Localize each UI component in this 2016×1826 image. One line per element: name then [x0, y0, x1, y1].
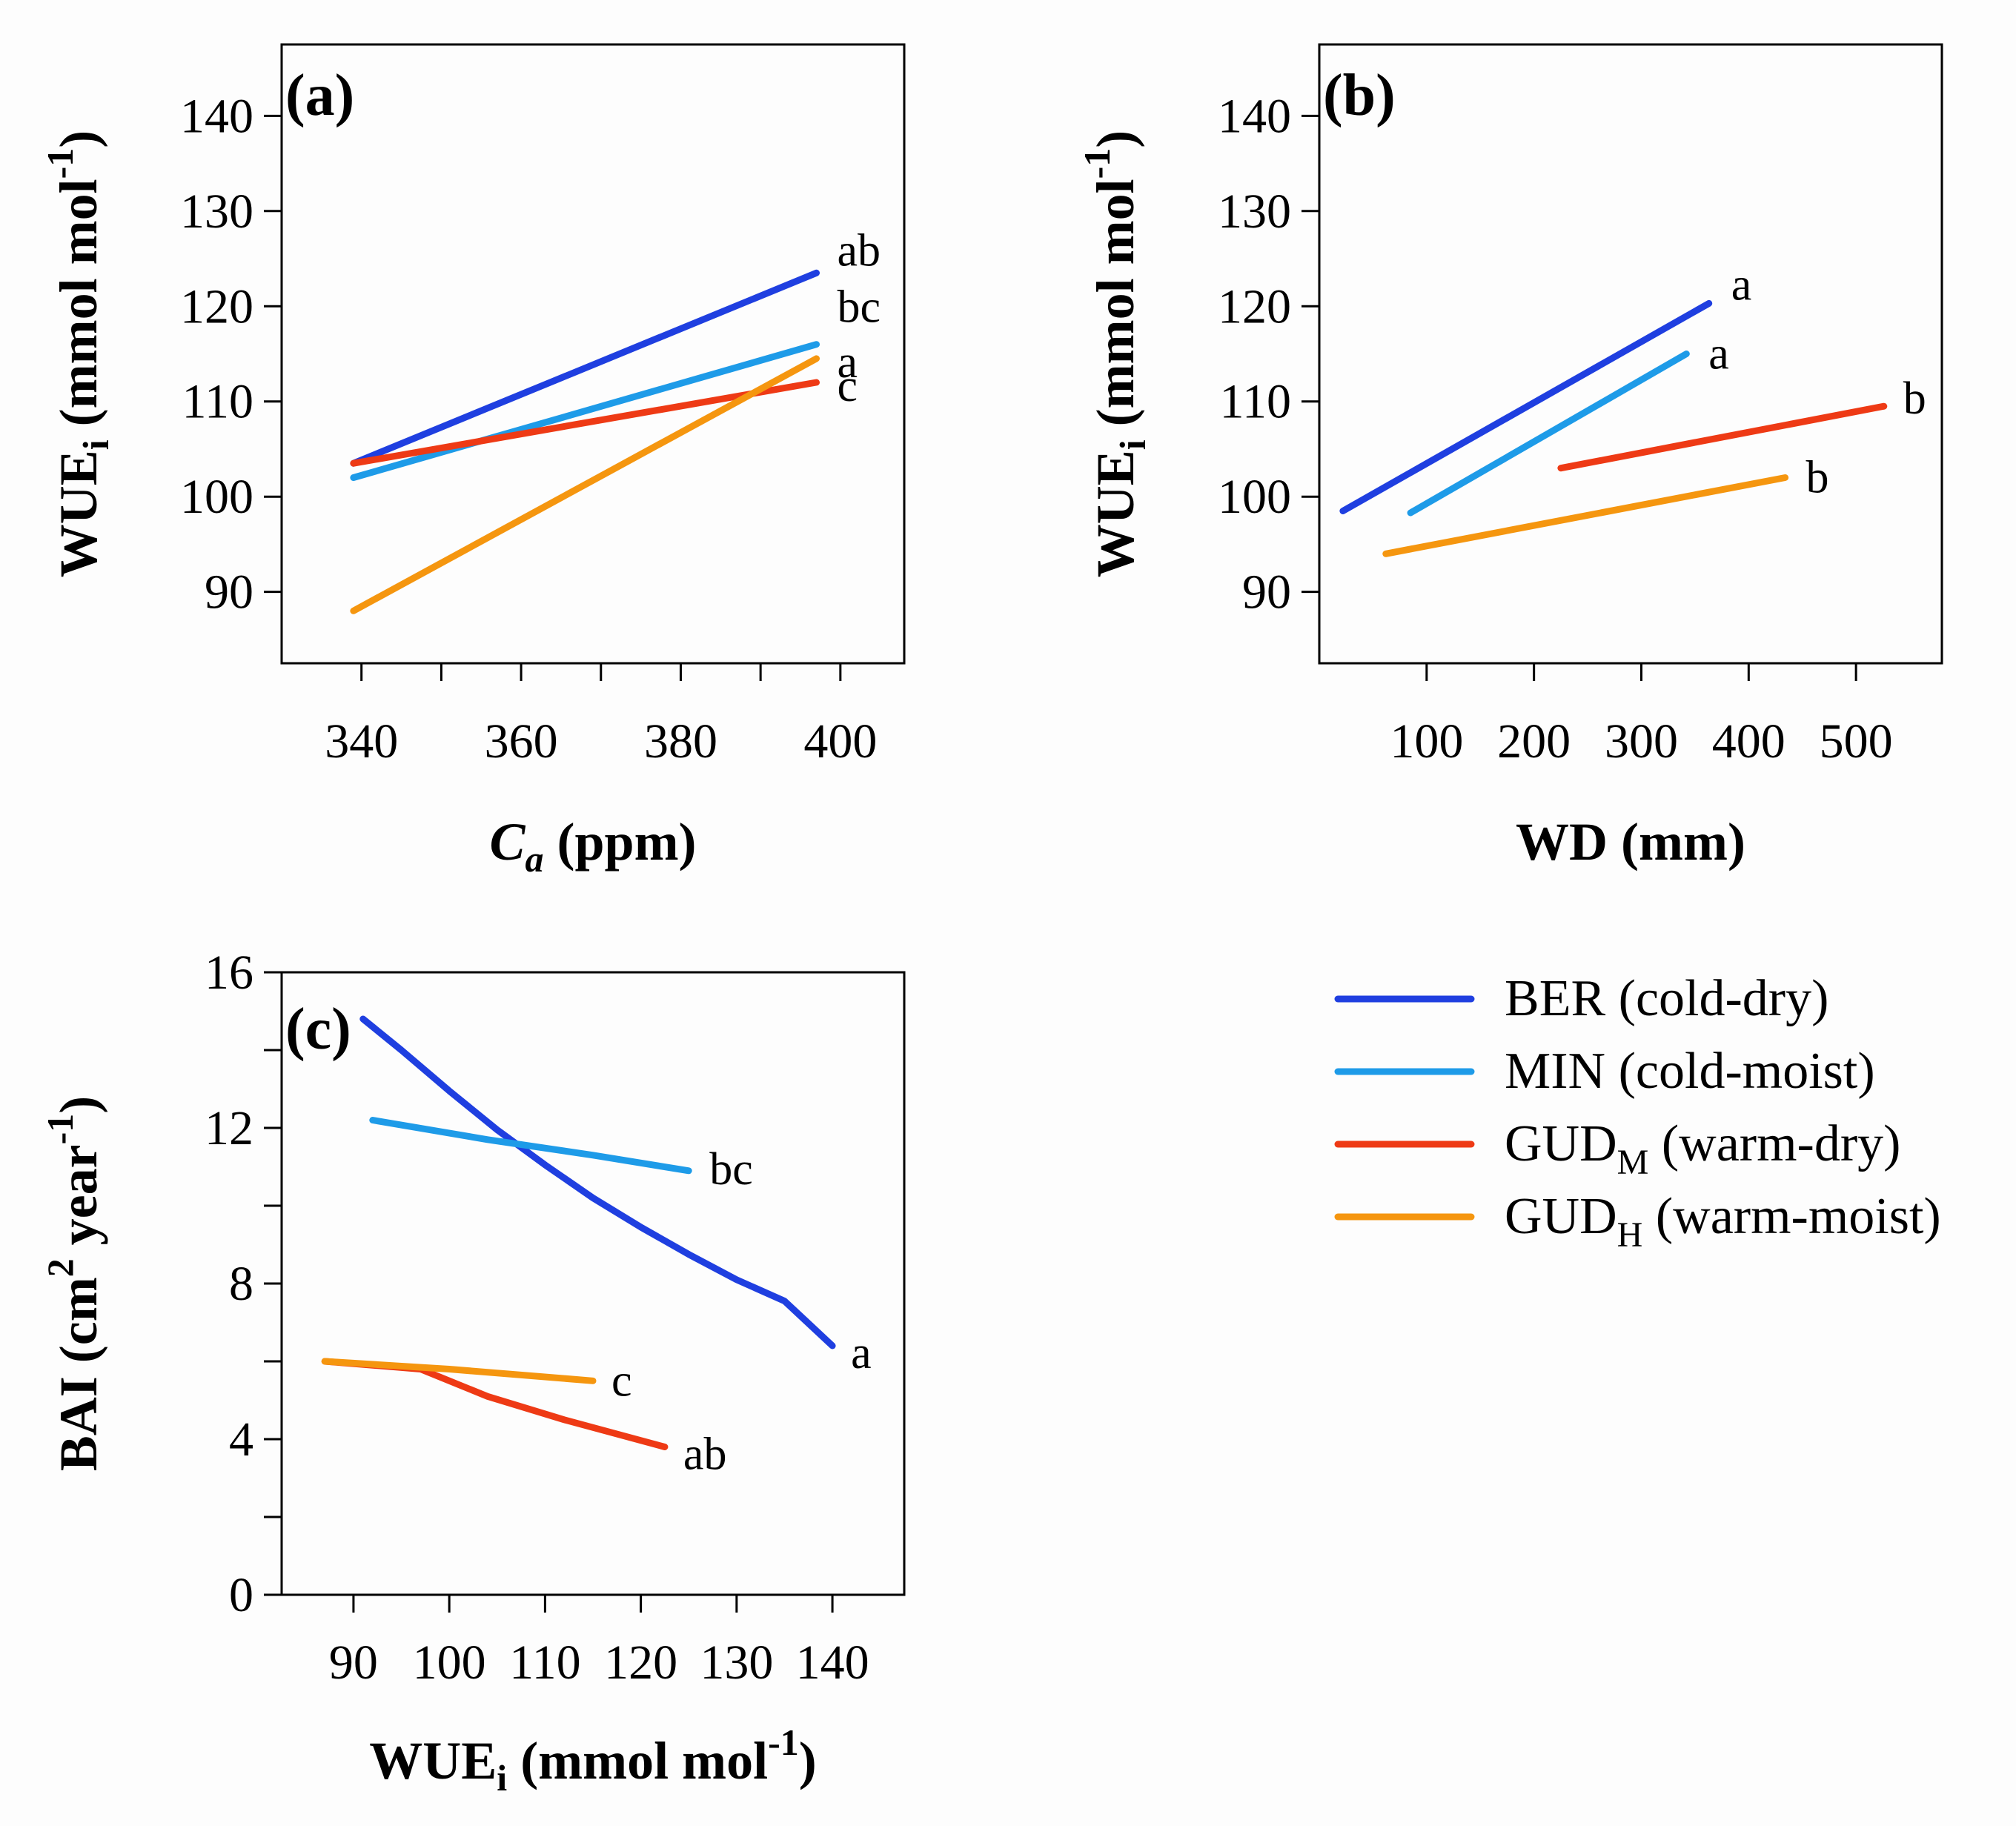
- y-tick-label: 140: [180, 89, 253, 143]
- series-line-ber: [1339, 299, 1713, 514]
- series-line-gudh: [1382, 474, 1789, 557]
- y-tick-label: 4: [229, 1412, 253, 1467]
- x-axis-title: WD (mm): [1516, 812, 1745, 872]
- significance-label: b: [1806, 453, 1829, 503]
- x-tick-label: 110: [509, 1636, 581, 1690]
- series-line-gudh: [321, 1358, 597, 1384]
- x-tick-label: 400: [803, 714, 877, 768]
- panel-c: 0 4 8 12 16 90 100 110 120 130 140 (c) WUEi (mmol mo…: [39, 946, 906, 1799]
- y-tick-label: 120: [180, 279, 253, 333]
- plot-frame: [280, 971, 906, 1596]
- x-tick-label: 140: [796, 1636, 869, 1690]
- plot-frame: [280, 43, 906, 665]
- x-axis-title: WUEi (mmol mol-1): [369, 1722, 817, 1799]
- y-tick-label: 110: [1219, 375, 1291, 429]
- significance-label: a: [838, 337, 858, 388]
- significance-label: b: [1903, 374, 1926, 424]
- series-line-ber: [359, 1015, 836, 1349]
- significance-label: bc: [709, 1144, 753, 1195]
- panel-label: (c): [285, 997, 351, 1062]
- x-tick-label: 130: [700, 1636, 773, 1690]
- y-tick-label: 100: [1218, 470, 1291, 524]
- significance-label: ab: [838, 225, 881, 276]
- y-axis-title: WUEi (mmol mol-1): [39, 130, 116, 578]
- x-tick-label: 120: [604, 1636, 677, 1690]
- legend-entry: MIN (cold-moist): [1505, 1043, 1875, 1100]
- series-line-gudh: [350, 355, 820, 614]
- panel-label: (b): [1323, 63, 1396, 128]
- panel-label: (a): [285, 63, 354, 128]
- panel-a: 90 100 110 120 130 140 340 360 380 400 (a) Ca (ppm)…: [39, 43, 906, 880]
- y-axis-title: WUEi (mmol mol-1): [1076, 130, 1153, 578]
- significance-label: c: [838, 361, 858, 411]
- series-line-ber: [350, 269, 820, 467]
- x-tick-label: 380: [644, 714, 717, 768]
- x-tick-label: 300: [1605, 714, 1678, 768]
- x-tick-label: 360: [485, 714, 558, 768]
- x-tick-label: 400: [1712, 714, 1785, 768]
- y-tick-label: 90: [205, 565, 253, 620]
- series-line-min: [369, 1117, 692, 1175]
- y-tick-label: 110: [182, 375, 253, 429]
- series-line-min: [350, 341, 820, 481]
- y-tick-label: 140: [1218, 89, 1291, 143]
- significance-label: ab: [683, 1430, 727, 1480]
- panel-b: 90 100 110 120 130 140 100 200 300 400 500 (b) WD (m…: [1076, 43, 1943, 872]
- x-tick-label: 200: [1497, 714, 1571, 768]
- x-tick-label: 90: [329, 1636, 378, 1690]
- significance-label: bc: [838, 282, 881, 333]
- y-tick-label: 8: [229, 1257, 253, 1311]
- y-tick-label: 130: [1218, 185, 1291, 239]
- y-axis-title: BAI (cm2 year-1): [39, 1096, 108, 1472]
- plot-frame: [1318, 43, 1943, 665]
- x-tick-label: 100: [1390, 714, 1463, 768]
- y-tick-label: 100: [180, 470, 253, 524]
- y-tick-label: 16: [205, 946, 253, 1000]
- x-tick-label: 100: [413, 1636, 486, 1690]
- legend: BER (cold-dry) MIN (cold-moist) GUDM (warm…: [1334, 970, 1941, 1255]
- series-line-min: [1407, 351, 1690, 517]
- y-tick-label: 0: [229, 1568, 253, 1622]
- y-tick-label: 130: [180, 185, 253, 239]
- significance-label: a: [1708, 329, 1729, 379]
- y-tick-label: 90: [1242, 565, 1291, 620]
- series-line-gudm: [1557, 402, 1888, 472]
- x-tick-label: 340: [325, 714, 398, 768]
- series-line-gudm: [350, 379, 820, 467]
- significance-label: a: [851, 1328, 872, 1378]
- legend-entry: BER (cold-dry): [1505, 970, 1828, 1027]
- significance-label: a: [1731, 259, 1752, 310]
- x-tick-label: 500: [1820, 714, 1893, 768]
- y-tick-label: 12: [205, 1101, 253, 1155]
- legend-entry: GUDM (warm-dry): [1505, 1115, 1900, 1182]
- y-tick-label: 120: [1218, 279, 1291, 333]
- legend-entry: GUDH (warm-moist): [1505, 1188, 1941, 1255]
- x-axis-title: Ca (ppm): [489, 812, 696, 880]
- significance-label: c: [611, 1355, 632, 1406]
